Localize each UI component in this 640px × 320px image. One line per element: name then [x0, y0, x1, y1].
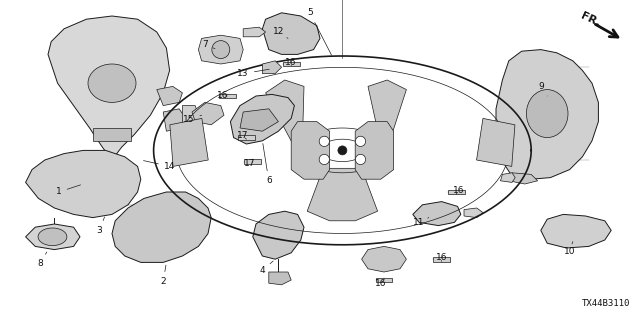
- Polygon shape: [283, 61, 300, 67]
- Polygon shape: [163, 109, 186, 131]
- Text: 4: 4: [260, 261, 273, 275]
- Polygon shape: [244, 159, 261, 164]
- Text: 16: 16: [452, 186, 464, 195]
- Polygon shape: [243, 27, 266, 37]
- Polygon shape: [170, 118, 208, 166]
- Polygon shape: [93, 128, 131, 141]
- Polygon shape: [192, 102, 224, 125]
- Polygon shape: [464, 208, 483, 218]
- Text: 17: 17: [237, 132, 249, 140]
- Polygon shape: [477, 118, 515, 166]
- Polygon shape: [541, 214, 611, 248]
- Circle shape: [355, 154, 365, 164]
- Text: FR.: FR.: [580, 11, 602, 29]
- Ellipse shape: [88, 64, 136, 102]
- Text: 14: 14: [143, 161, 175, 171]
- Polygon shape: [269, 272, 291, 285]
- Polygon shape: [376, 277, 392, 283]
- Circle shape: [355, 136, 365, 147]
- Text: 16: 16: [375, 279, 387, 288]
- Text: TX44B3110: TX44B3110: [582, 299, 630, 308]
- Polygon shape: [253, 211, 304, 259]
- Polygon shape: [219, 93, 236, 99]
- Polygon shape: [355, 122, 394, 179]
- Polygon shape: [433, 257, 450, 262]
- Text: 6: 6: [263, 144, 271, 185]
- Text: 5: 5: [307, 8, 332, 55]
- Text: 16: 16: [285, 58, 297, 67]
- Ellipse shape: [38, 228, 67, 246]
- Polygon shape: [230, 94, 294, 144]
- Ellipse shape: [527, 90, 568, 138]
- Text: 16: 16: [436, 253, 447, 262]
- Polygon shape: [448, 189, 465, 195]
- Polygon shape: [48, 16, 170, 160]
- Polygon shape: [238, 135, 255, 140]
- Polygon shape: [307, 168, 378, 221]
- Text: 17: 17: [244, 159, 255, 168]
- Circle shape: [319, 136, 330, 147]
- Ellipse shape: [212, 41, 230, 59]
- Text: 12: 12: [273, 28, 288, 38]
- Polygon shape: [112, 192, 211, 262]
- Polygon shape: [198, 35, 243, 64]
- Polygon shape: [496, 50, 598, 179]
- Polygon shape: [240, 109, 278, 131]
- Text: 11: 11: [413, 218, 429, 227]
- Text: 13: 13: [237, 69, 269, 78]
- Polygon shape: [182, 106, 198, 125]
- Text: 1: 1: [56, 185, 81, 196]
- Polygon shape: [26, 224, 80, 250]
- Text: 8: 8: [38, 252, 47, 268]
- Polygon shape: [500, 173, 515, 182]
- Text: 2: 2: [161, 265, 166, 286]
- Text: 7: 7: [202, 40, 215, 49]
- Polygon shape: [413, 202, 461, 226]
- Text: 10: 10: [564, 242, 575, 256]
- Circle shape: [319, 154, 330, 164]
- Text: 16: 16: [217, 92, 228, 100]
- Text: 3: 3: [97, 217, 104, 235]
- Polygon shape: [262, 13, 320, 54]
- Circle shape: [338, 146, 347, 155]
- Polygon shape: [509, 173, 538, 184]
- Polygon shape: [157, 86, 182, 106]
- Text: 15: 15: [183, 115, 202, 124]
- Polygon shape: [368, 80, 406, 154]
- Polygon shape: [262, 61, 282, 74]
- Polygon shape: [291, 122, 330, 179]
- Polygon shape: [26, 150, 141, 218]
- Polygon shape: [362, 246, 406, 272]
- Polygon shape: [266, 80, 304, 154]
- Text: 9: 9: [538, 82, 547, 96]
